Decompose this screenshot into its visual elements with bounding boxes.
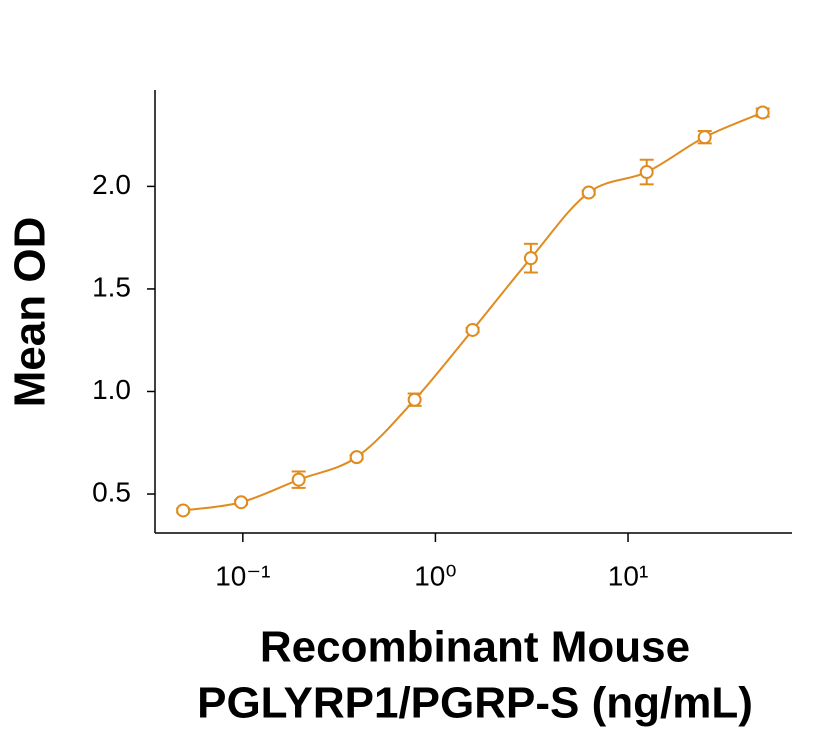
x-tick-label: 10⁰ [414,560,456,591]
point [755,105,770,120]
y-tick-label: 2.0 [92,169,131,200]
y-axis-title: Mean OD [6,217,55,408]
y-tick-label: 1.5 [92,271,131,302]
point [697,130,712,145]
x-axis-title: Recombinant Mouse [260,623,690,672]
x-axis-title: PGLYRP1/PGRP-S (ng/mL) [197,679,753,728]
x-tick-label: 10¹ [608,560,648,591]
point [291,472,306,487]
point [465,322,480,337]
point [349,450,364,465]
point [176,503,191,518]
point [581,185,596,200]
point [234,495,249,510]
point [407,392,422,407]
x-tick-label: 10⁻¹ [215,560,270,591]
point [639,165,654,180]
y-tick-label: 0.5 [92,476,131,507]
point [523,251,538,266]
fit-curve [183,111,764,512]
y-tick-label: 1.0 [92,374,131,405]
